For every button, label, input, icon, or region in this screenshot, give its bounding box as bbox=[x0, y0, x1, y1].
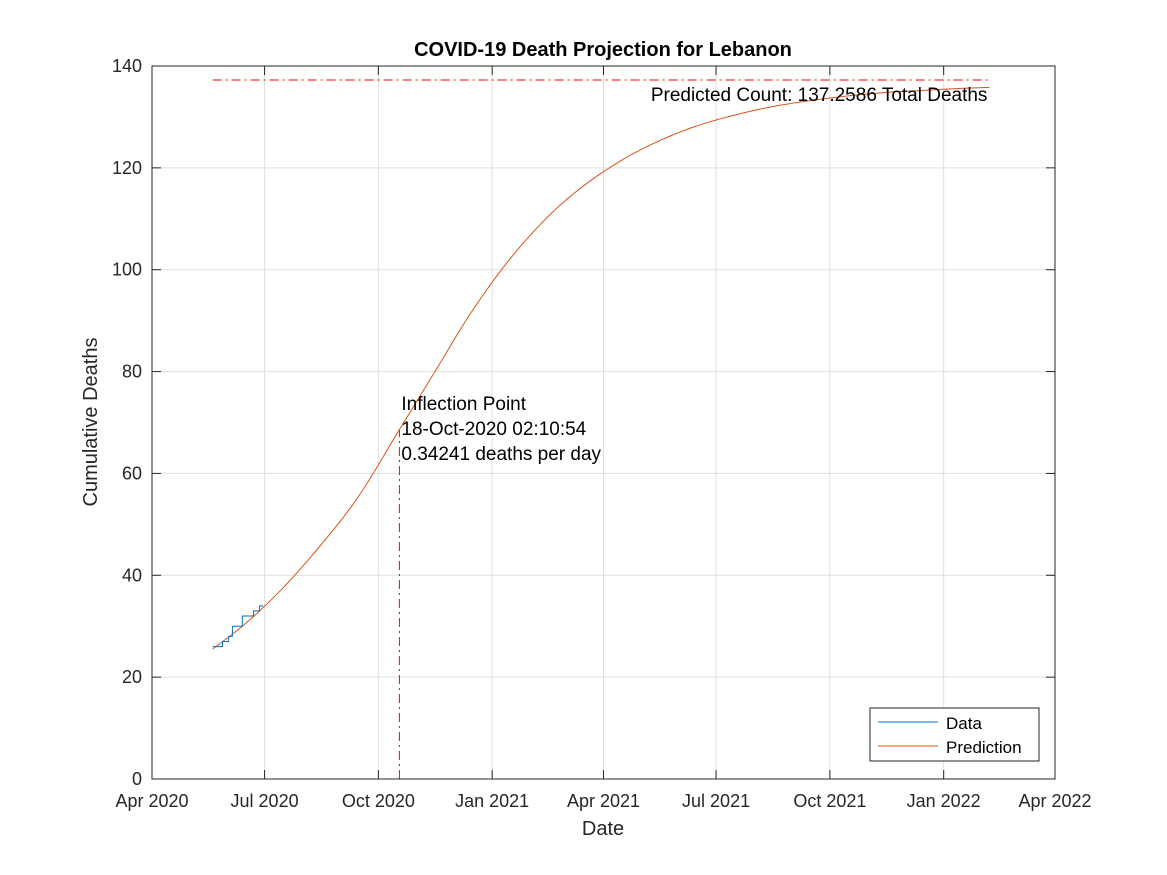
y-tick-label: 40 bbox=[122, 565, 142, 585]
inflection-annotation-line: 18-Oct-2020 02:10:54 bbox=[401, 419, 586, 440]
grid-lines bbox=[152, 66, 1055, 779]
chart-title: COVID-19 Death Projection for Lebanon bbox=[414, 39, 792, 61]
series-line-data bbox=[212, 605, 264, 648]
x-tick-label: Jul 2021 bbox=[682, 791, 750, 811]
x-tick-label: Jan 2022 bbox=[907, 791, 981, 811]
legend: Data Prediction bbox=[869, 707, 1040, 762]
y-tick-label: 80 bbox=[122, 362, 142, 382]
x-tick-label: Apr 2021 bbox=[567, 791, 640, 811]
y-tick-label: 120 bbox=[112, 158, 142, 178]
axis-ticks: Apr 2020 Jul 2020 Oct 2020 Jan 2021 Apr 2021… bbox=[112, 56, 1092, 811]
x-tick-label: Oct 2020 bbox=[342, 791, 415, 811]
x-tick-label: Apr 2022 bbox=[1018, 791, 1091, 811]
y-tick-label: 100 bbox=[112, 260, 142, 280]
inflection-annotation-line: Inflection Point bbox=[401, 394, 526, 415]
x-tick-label: Jul 2020 bbox=[231, 791, 299, 811]
x-tick-label: Apr 2020 bbox=[115, 791, 188, 811]
inflection-annotation-line: 0.34241 deaths per day bbox=[401, 444, 601, 465]
y-tick-label: 60 bbox=[122, 463, 142, 483]
y-tick-label: 0 bbox=[132, 769, 142, 789]
x-tick-label: Oct 2021 bbox=[793, 791, 866, 811]
legend-box bbox=[869, 707, 1040, 762]
legend-label-prediction: Prediction bbox=[946, 738, 1022, 757]
series-line-prediction bbox=[212, 86, 990, 650]
annotations: Predicted Count: 137.2586 Total Deaths In… bbox=[401, 85, 987, 465]
legend-label-data: Data bbox=[946, 714, 982, 733]
predicted-count-annotation: Predicted Count: 137.2586 Total Deaths bbox=[651, 85, 988, 106]
x-tick-label: Jan 2021 bbox=[455, 791, 529, 811]
reference-lines bbox=[212, 79, 990, 779]
y-tick-label: 20 bbox=[122, 667, 142, 687]
y-axis-label: Cumulative Deaths bbox=[80, 338, 102, 507]
series-lines bbox=[212, 86, 990, 650]
x-axis-label: Date bbox=[582, 818, 624, 840]
y-tick-label: 140 bbox=[112, 56, 142, 76]
